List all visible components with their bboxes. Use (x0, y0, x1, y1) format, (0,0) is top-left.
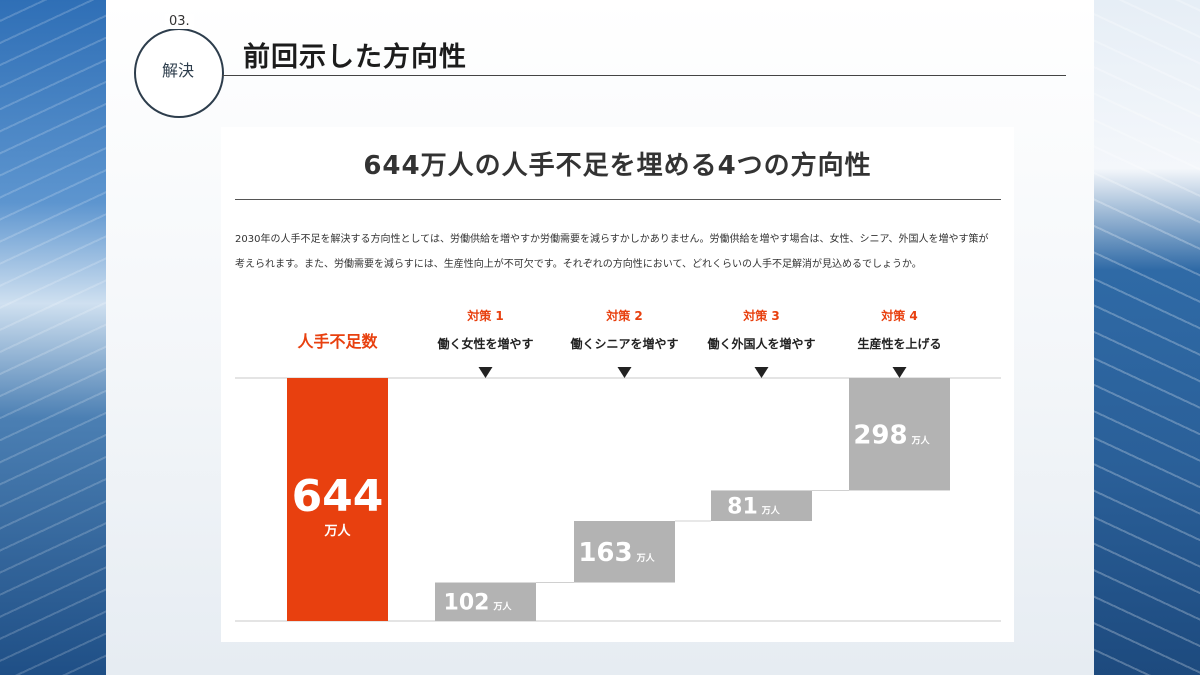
total-unit: 万人 (323, 523, 351, 539)
measure-label-2: 働くシニアを増やす (569, 336, 678, 351)
section-number: 03. (165, 14, 194, 29)
total-value: 644 (292, 471, 384, 522)
section-label: 解決 (161, 61, 194, 80)
measure-label-1: 働く女性を増やす (436, 336, 533, 351)
chart-card: 644万人の人手不足を埋める4つの方向性 2030年の人手不足を解決する方向性と… (221, 127, 1014, 642)
measure-label-4: 生産性を上げる (857, 336, 941, 351)
section-badge (134, 28, 224, 118)
measure-tag-2: 対策 2 (605, 308, 643, 323)
page-title: 前回示した方向性 (243, 42, 467, 73)
measure-label-3: 働く外国人を増やす (706, 336, 815, 351)
measure-value-1: 102 万人 (444, 591, 513, 616)
chart-description: 2030年の人手不足を解決する方向性としては、労働供給を増やすか労働需要を減らす… (235, 227, 1005, 277)
measure-arrow-4 (892, 367, 907, 378)
measure-tag-3: 対策 3 (742, 308, 780, 323)
measure-tag-1: 対策 1 (466, 308, 504, 323)
measure-value-4: 298 万人 (853, 421, 930, 451)
measure-arrow-1 (478, 367, 493, 378)
total-label: 人手不足数 (297, 332, 378, 351)
description-line-2: 考えられます。また、労働需要を減らすには、生産性向上が不可欠です。それぞれの方向… (235, 259, 922, 270)
chart-title-divider (235, 199, 1001, 200)
measure-tag-4: 対策 4 (880, 308, 918, 323)
background-sky-right (1094, 0, 1200, 675)
description-line-1: 2030年の人手不足を解決する方向性としては、労働供給を増やすか労働需要を減らす… (235, 234, 989, 245)
measure-arrow-2 (617, 367, 632, 378)
measure-bar-1 (435, 582, 536, 621)
title-divider (222, 75, 1066, 76)
measure-value-3: 81 万人 (727, 495, 781, 520)
measure-bar-3 (711, 490, 812, 522)
measure-arrow-3 (754, 367, 769, 378)
total-bar (287, 378, 388, 621)
measure-bar-2 (574, 521, 675, 583)
background-sky-left (0, 0, 106, 675)
chart-title: 644万人の人手不足を埋める4つの方向性 (363, 151, 872, 181)
measure-value-2: 163 万人 (578, 538, 655, 568)
waterfall-chart: 人手不足数 644万人 102 万人 対策 1 働く女性を増やす 163 万人 対策 2 働くシニ… (235, 308, 1001, 622)
measure-bar-4 (849, 378, 950, 491)
